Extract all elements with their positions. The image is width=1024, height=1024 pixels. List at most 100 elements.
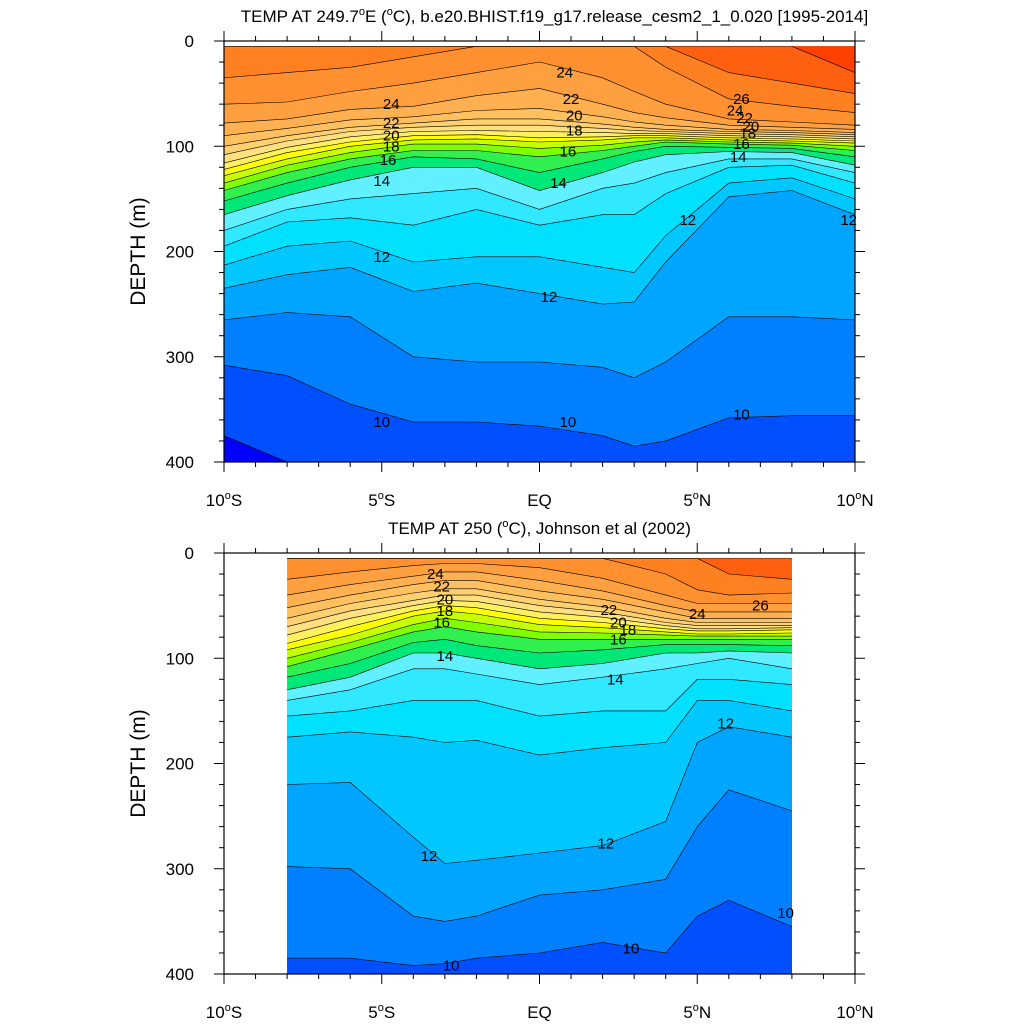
isotherm-15	[287, 638, 792, 678]
y-tick-label: 200	[166, 243, 194, 262]
x-tick-label: 5oS	[368, 490, 395, 510]
contour-field	[287, 558, 792, 974]
band-above-27	[224, 46, 855, 94]
isotherm-14	[224, 151, 855, 215]
contour-label: 22	[383, 115, 400, 132]
y-axis-label: DEPTH (m)	[127, 197, 150, 306]
isotherm-22	[287, 588, 792, 623]
isotherm-20	[287, 600, 792, 636]
isotherm-22	[224, 118, 855, 147]
isotherm-12	[224, 190, 855, 305]
contour-label: 14	[730, 149, 747, 166]
contour-label: 16	[380, 152, 397, 169]
contour-label: 12	[717, 716, 734, 733]
contour-label: 12	[679, 212, 696, 229]
contour-label: 22	[601, 602, 618, 619]
y-tick-label: 400	[166, 965, 194, 984]
contour-label: 16	[610, 631, 627, 648]
isotherm-24	[224, 88, 855, 130]
x-tick-label: EQ	[527, 491, 552, 510]
y-axis-label: DEPTH (m)	[127, 709, 150, 818]
contour-label: 10	[623, 941, 640, 958]
isotherm-21	[287, 594, 792, 627]
contour-label: 18	[383, 138, 400, 155]
contour-label: 10	[443, 958, 460, 975]
isotherm-18	[287, 610, 792, 651]
y-tick-label: 400	[166, 453, 194, 472]
isotherm-19	[224, 134, 855, 170]
isotherm-13	[224, 164, 855, 247]
contour-label: 16	[560, 144, 577, 161]
contour-label: 18	[566, 122, 583, 139]
contour-label: 18	[437, 603, 454, 620]
x-tick-label: 5oN	[683, 1002, 711, 1022]
contour-label: 10	[560, 414, 577, 431]
contour-label: 14	[437, 648, 454, 665]
x-tick-label: 10oS	[206, 490, 242, 510]
contour-label: 12	[541, 289, 558, 306]
contour-label: 14	[373, 173, 390, 190]
contour-label: 16	[433, 614, 450, 631]
isotherm-25	[224, 61, 855, 126]
isotherm-11	[224, 312, 855, 379]
isotherm-16	[287, 626, 792, 667]
isotherm-21	[224, 124, 855, 155]
isotherm-12	[287, 726, 792, 864]
isotherm-12.5	[287, 700, 792, 756]
isotherm-14	[287, 650, 792, 691]
isotherm-23	[287, 580, 792, 619]
contour-label: 24	[383, 96, 400, 113]
isotherm-10	[224, 364, 855, 447]
contour-label: 16	[733, 136, 750, 153]
contour-label: 18	[619, 622, 636, 639]
x-tick-label: EQ	[527, 1003, 552, 1022]
y-tick-label: 0	[185, 544, 194, 563]
contour-label: 12	[421, 848, 438, 865]
y-tick-label: 200	[166, 755, 194, 774]
contour-label: 12	[373, 249, 390, 266]
x-tick-label: 10oN	[836, 490, 873, 510]
isotherm-15	[224, 145, 855, 202]
contour-label: 14	[607, 671, 624, 688]
x-tick-label: 5oS	[368, 1002, 395, 1022]
y-tick-label: 0	[185, 32, 194, 51]
contour-label: 10	[373, 414, 390, 431]
contour-label: 24	[427, 566, 444, 583]
isotherm-10	[287, 899, 792, 966]
isotherm-28	[224, 46, 855, 73]
y-tick-label: 100	[166, 137, 194, 156]
isotherm-19	[287, 605, 792, 644]
x-tick-label: 10oN	[836, 1002, 873, 1022]
chart-title: TEMP AT 249.7oE (oC), b.e20.BHIST.f19_g1…	[241, 6, 869, 26]
isotherm-23	[224, 108, 855, 136]
y-tick-label: 300	[166, 860, 194, 879]
contour-label: 24	[727, 102, 744, 119]
isotherm-17	[224, 139, 855, 184]
isotherm-13.5	[224, 158, 855, 231]
x-tick-label: 5oN	[683, 490, 711, 510]
band-above-27	[287, 558, 792, 580]
isotherm-17	[287, 617, 792, 659]
contour-label: 22	[736, 110, 753, 127]
contour-label: 18	[739, 126, 756, 143]
contour-label: 22	[563, 91, 580, 108]
contour-label: 12	[840, 212, 857, 229]
isotherm-11	[287, 789, 792, 922]
isotherm-24	[287, 571, 792, 613]
contour-label: 12	[597, 835, 614, 852]
contour-label: 10	[777, 905, 794, 922]
band-above-26	[287, 558, 792, 596]
contour-label: 26	[733, 91, 750, 108]
contour-label: 10	[733, 407, 750, 424]
isotherm-25	[287, 563, 792, 604]
contour-label: 20	[383, 128, 400, 145]
isotherm-13.5	[287, 657, 792, 701]
contour-label: 20	[566, 108, 583, 125]
isotherm-20	[224, 130, 855, 164]
contour-label: 14	[550, 175, 567, 192]
contour-label: 20	[610, 614, 627, 631]
isotherm-12.5	[224, 177, 855, 273]
panel-model: 2422201816141210242220181614121026242220…	[127, 6, 874, 510]
